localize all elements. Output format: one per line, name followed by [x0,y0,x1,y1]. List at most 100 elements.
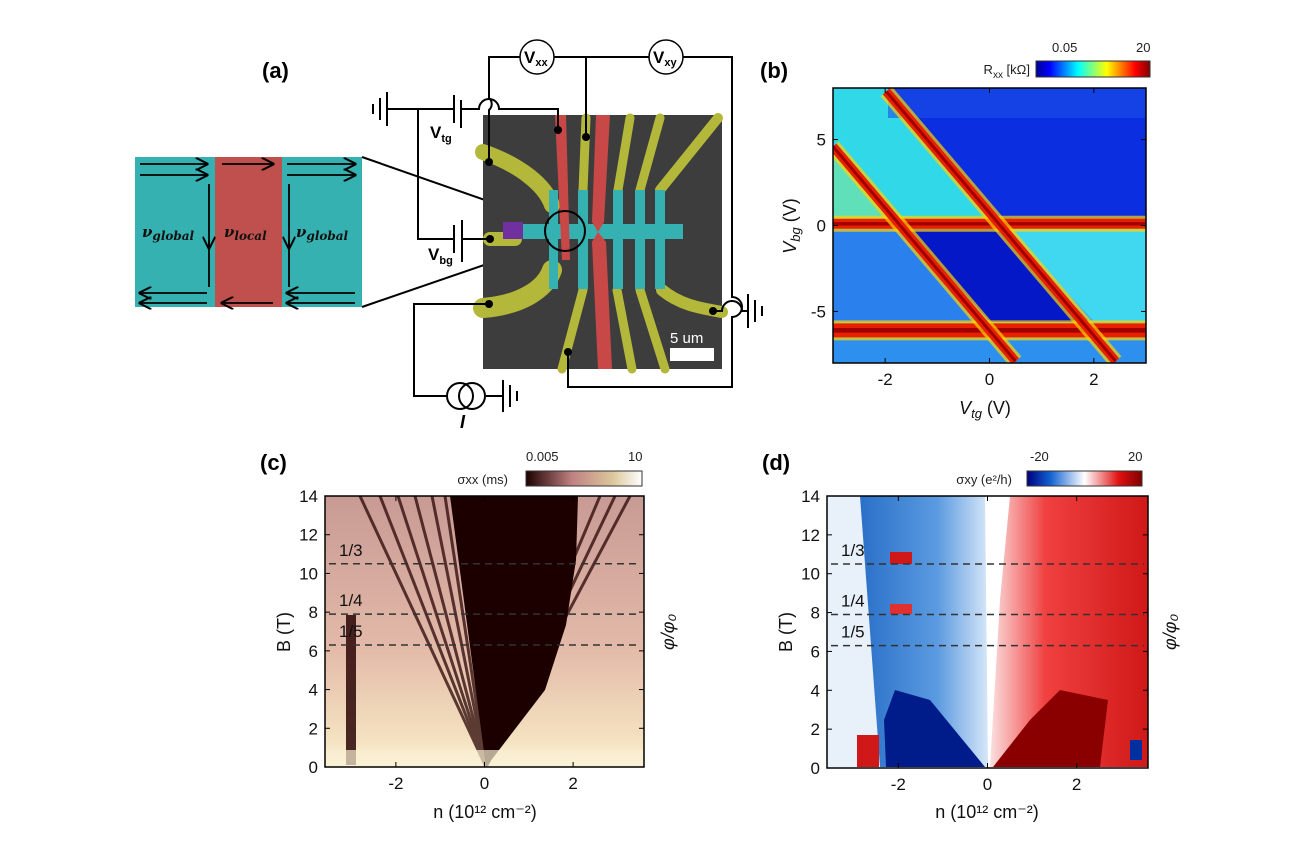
y-tick-label: 0 [817,217,826,236]
colorbar-b-min: 0.05 [1052,40,1077,55]
landau-fan-line [443,496,488,767]
y-tick-label: 0 [309,758,318,777]
colorbar-b-label: Rxx [kΩ] [984,62,1030,81]
ground-tg-icon [372,92,388,126]
panel-label-c: (c) [260,450,287,475]
vtg-label: Vtg [430,123,452,145]
x-tick-label: 0 [985,370,994,389]
y-tick-label: 2 [309,719,318,738]
annotations-d: 1/3 1/4 1/5 [831,541,1144,647]
y-axis-label-c: B (T) [274,612,294,652]
circuit: Vxx Vxy Vtg Vbg I [372,39,763,432]
landau-fan-line [430,496,488,767]
voltmeter-vxy: Vxy [648,39,684,75]
landau-fan-line [413,496,488,767]
landau-fan-line [358,496,488,767]
flux-fraction-label: 1/4 [841,592,865,611]
colorbar-d-min: -20 [1030,449,1049,464]
colorbar-c-max: 10 [628,449,642,464]
x-tick-label: -2 [388,774,403,793]
y-axis-label-b: Vbg (V) [780,198,803,253]
y-tick-label: 10 [801,565,820,584]
x-tick-label: 2 [568,774,577,793]
heatmap-d [827,496,1148,768]
flux-fraction-label: 1/5 [339,622,363,641]
x-tick-label: 0 [983,775,992,794]
x-axis-label-d: n (10¹² cm⁻²) [935,802,1039,822]
ground-right-icon [747,294,763,328]
capacitor-tg-icon [453,95,462,128]
current-source-icon [446,382,486,410]
x-axis-label-b: Vtg (V) [959,398,1011,421]
scale-bar-label: 5 um [670,330,703,347]
y-tick-label: 6 [811,642,820,661]
colorbar-d [1026,470,1143,487]
y-axis-right-label-d: φ/φ₀ [1160,614,1180,650]
y-tick-label: 14 [801,487,820,506]
x-tick-label: 2 [1089,370,1098,389]
vbg-label: Vbg [428,245,453,267]
colorbar-b [1035,60,1151,78]
x-axis-label-c: n (10¹² cm⁻²) [433,802,537,822]
peak-lines-b [833,88,1146,363]
probe-dots [485,126,717,356]
nu-local-label: νlocal [224,223,267,243]
y-tick-label: 12 [299,526,318,545]
panel-label-a: (a) [262,58,289,83]
y-tick-label: 2 [811,720,820,739]
y-tick-label: 14 [299,487,318,506]
x-tick-label: -2 [891,775,906,794]
ticks-b: -2 0 2 5 0 -5 [811,88,1146,389]
ground-current-icon [502,380,518,412]
panel-a: (a) νglobal νlocal [135,39,763,432]
y-axis-label-d: B (T) [776,612,796,652]
global-region-left [135,157,215,307]
panel-c: (c) 0.005 10 σxx (ms) -2 0 2 0 2 4 6 8 10 12 14 1/… [260,449,678,822]
ticks-c: -2 0 2 0 2 4 6 8 10 12 14 [299,487,644,793]
zoom-circle [544,210,586,252]
y-axis-right-label-c: φ/φ₀ [658,614,678,650]
flux-fraction-label: 1/5 [841,623,865,642]
contact-pad [503,222,523,239]
colorbar-c [525,470,643,487]
y-tick-label: 8 [309,603,318,622]
voltmeter-vxx: Vxx [519,39,555,75]
top-gates [555,115,612,369]
current-label: I [460,412,466,432]
y-tick-label: 0 [811,759,820,778]
global-region-right [282,157,362,307]
colorbar-d-label: σxy (e²/h) [956,472,1012,487]
x-tick-label: -2 [878,370,893,389]
peak-line-core [833,145,1017,363]
edge-state-schematic: νglobal νlocal νglobal [135,157,362,307]
x-tick-label: 2 [1072,775,1081,794]
panel-label-b: (b) [760,58,788,83]
colorbar-d-max: 20 [1128,449,1142,464]
heatmap-b [833,88,1146,363]
landau-fan-line [378,496,488,767]
y-tick-label: 5 [817,131,826,150]
peak-line-core [885,90,1117,363]
annotations-c: 1/3 1/4 1/5 [329,541,640,646]
flux-fraction-label: 1/3 [841,541,865,560]
nu-global-left-label: νglobal [142,223,195,243]
heatmap-c [325,496,644,767]
ticks-d: -2 0 2 0 2 4 6 8 10 12 14 [801,487,1148,794]
local-region [215,157,282,307]
y-tick-label: 4 [811,681,820,700]
y-tick-label: -5 [811,302,826,321]
nu-global-right-label: νglobal [296,223,349,243]
y-tick-label: 10 [299,564,318,583]
panel-b: (b) 0.05 2 0 Rxx [kΩ] -2 0 2 5 0 -5 Vtg (V) Vb… [760,40,1151,421]
svg-text:Vxy: Vxy [653,48,677,69]
flux-fraction-label: 1/3 [339,541,363,560]
device-micrograph: 5 um [473,113,728,374]
flux-fraction-label: 1/4 [339,591,363,610]
y-tick-label: 4 [309,681,318,700]
scale-bar [670,348,714,361]
y-tick-label: 8 [811,604,820,623]
colorbar-c-min: 0.005 [526,449,559,464]
colorbar-c-label: σxx (ms) [457,472,508,487]
